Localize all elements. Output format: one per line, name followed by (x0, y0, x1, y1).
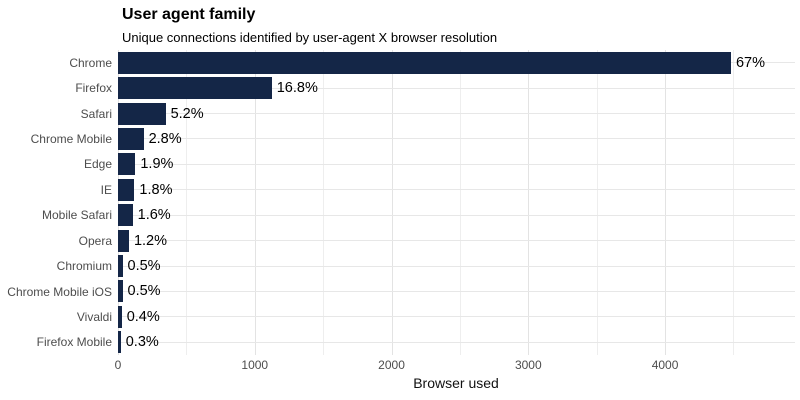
gridline-vertical-minor (459, 50, 461, 355)
gridline-horizontal (118, 113, 795, 115)
chart-subtitle: Unique connections identified by user-ag… (122, 30, 498, 45)
bar-row: 1.8% (118, 177, 795, 202)
x-axis-tick-labels: 0 1000 2000 3000 4000 (0, 358, 800, 374)
gridline-vertical-minor (596, 50, 598, 355)
bar-row: 0.3% (118, 330, 795, 355)
gridline-vertical-major (528, 50, 530, 355)
y-axis-label: Safari (80, 106, 112, 121)
y-axis-label: IE (100, 182, 112, 197)
gridline-horizontal (118, 214, 795, 216)
gridline-vertical-major (665, 50, 667, 355)
x-axis-tick-label: 0 (114, 358, 122, 372)
bar-opera (118, 229, 129, 252)
bar-vivaldi (118, 305, 122, 328)
gridline-horizontal (118, 341, 795, 343)
gridline-horizontal (118, 290, 795, 292)
bar-chrome-mobile-ios (118, 280, 123, 303)
y-axis-label: Vivaldi (76, 309, 112, 324)
gridline-vertical-major (118, 50, 119, 355)
y-axis-category-labels: Chrome Firefox Safari Chrome Mobile Edge IE Mo… (0, 50, 112, 355)
y-axis-label: Mobile Safari (41, 208, 112, 223)
gridline-horizontal (118, 265, 795, 267)
bar-value-label: 1.9% (140, 156, 174, 173)
bar-chrome (118, 51, 731, 74)
bar-edge (118, 153, 136, 176)
y-axis-label: Firefox Mobile (36, 335, 112, 350)
y-axis-label: Chrome (69, 55, 112, 70)
bar-value-label: 0.3% (125, 334, 159, 351)
y-axis-label: Chrome Mobile iOS (7, 284, 112, 299)
bar-row: 16.8% (118, 75, 795, 100)
bar-chromium (118, 255, 123, 278)
x-axis-tick-label: 2000 (378, 358, 405, 372)
gridline-vertical-major (391, 50, 393, 355)
gridline-vertical-minor (323, 50, 325, 355)
bar-value-label: 1.2% (133, 232, 167, 249)
bar-value-label: 5.2% (170, 105, 204, 122)
bar-value-label: 2.8% (148, 130, 182, 147)
x-axis-title: Browser used (413, 375, 499, 391)
gridline-horizontal (118, 87, 795, 89)
bar-safari (118, 102, 166, 125)
bar-row: 0.4% (118, 304, 795, 329)
bar-ie (118, 178, 135, 201)
gridline-horizontal (118, 163, 795, 165)
plot-panel: 67% 16.8% 5.2% 2.8% 1.9% 1.8% 1.6% 1.2% 0.5% 0.5%… (118, 50, 795, 355)
bar-value-label: 0.5% (127, 283, 161, 300)
bar-value-label: 1.6% (137, 207, 171, 224)
x-axis-tick-label: 1000 (241, 358, 269, 372)
gridline-vertical-minor (733, 50, 735, 355)
bar-mobile-safari (118, 204, 133, 227)
gridline-horizontal (118, 316, 795, 318)
bar-firefox-mobile (118, 331, 121, 354)
bar-row: 5.2% (118, 101, 795, 126)
y-axis-label: Edge (83, 157, 112, 172)
bar-row: 1.6% (118, 203, 795, 228)
bar-chrome-mobile (118, 127, 144, 150)
y-axis-label: Chrome Mobile (30, 131, 112, 146)
gridline-horizontal (118, 189, 795, 191)
bar-value-label: 0.4% (126, 308, 160, 325)
gridline-horizontal (118, 240, 795, 242)
bar-row: 1.2% (118, 228, 795, 253)
bar-value-label: 0.5% (127, 258, 161, 275)
y-axis-label: Firefox (75, 81, 112, 96)
gridline-horizontal (118, 138, 795, 140)
gridline-vertical-major (254, 50, 256, 355)
y-axis-label: Chromium (56, 259, 112, 274)
bar-row: 67% (118, 50, 795, 75)
y-axis-label: Opera (78, 233, 112, 248)
bar-value-label: 67% (735, 54, 766, 71)
x-axis-tick-label: 3000 (514, 358, 542, 372)
x-axis-tick-label: 4000 (651, 358, 679, 372)
bar-row: 1.9% (118, 152, 795, 177)
bar-value-label: 16.8% (276, 80, 318, 97)
bar-row: 2.8% (118, 126, 795, 151)
gridline-vertical-minor (186, 50, 188, 355)
bar-firefox (118, 77, 272, 100)
bar-row: 0.5% (118, 253, 795, 278)
bar-row: 0.5% (118, 279, 795, 304)
bar-value-label: 1.8% (139, 181, 173, 198)
chart-title: User agent family (122, 6, 256, 23)
